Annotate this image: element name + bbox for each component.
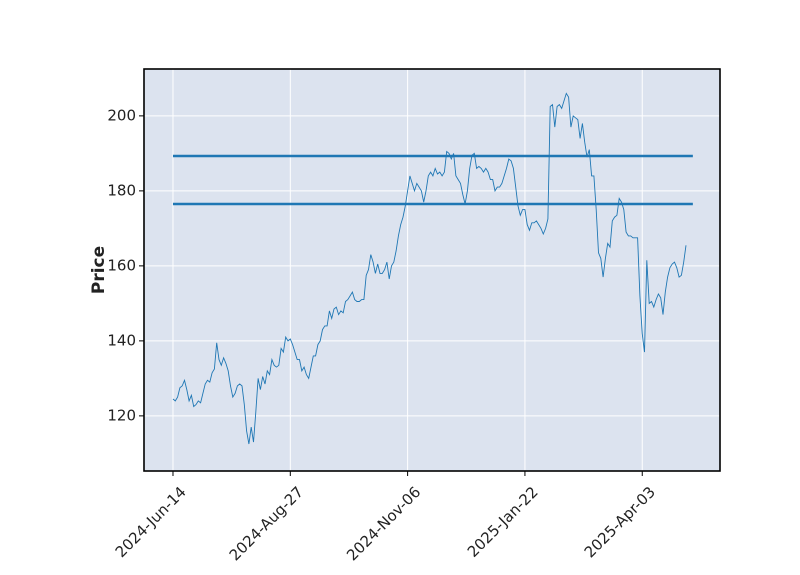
- plot-frame: [143, 68, 721, 472]
- x-tick-label: 2025-Jan-22: [464, 483, 542, 561]
- price-line: [172, 92, 687, 445]
- y-tick-label: 200: [107, 106, 136, 124]
- y-axis-label: Price: [89, 246, 109, 294]
- y-tick-label: 160: [107, 256, 136, 274]
- x-tick-label: 2025-Apr-03: [581, 483, 659, 561]
- y-tick-label: 180: [107, 181, 136, 199]
- y-tick-label: 120: [107, 406, 136, 424]
- x-tick-label: 2024-Jun-14: [112, 483, 190, 561]
- y-tick-label: 140: [107, 331, 136, 349]
- plot-area: [144, 69, 720, 471]
- x-tick-label: 2024-Aug-27: [226, 483, 307, 564]
- x-tick-label: 2024-Nov-06: [343, 483, 424, 564]
